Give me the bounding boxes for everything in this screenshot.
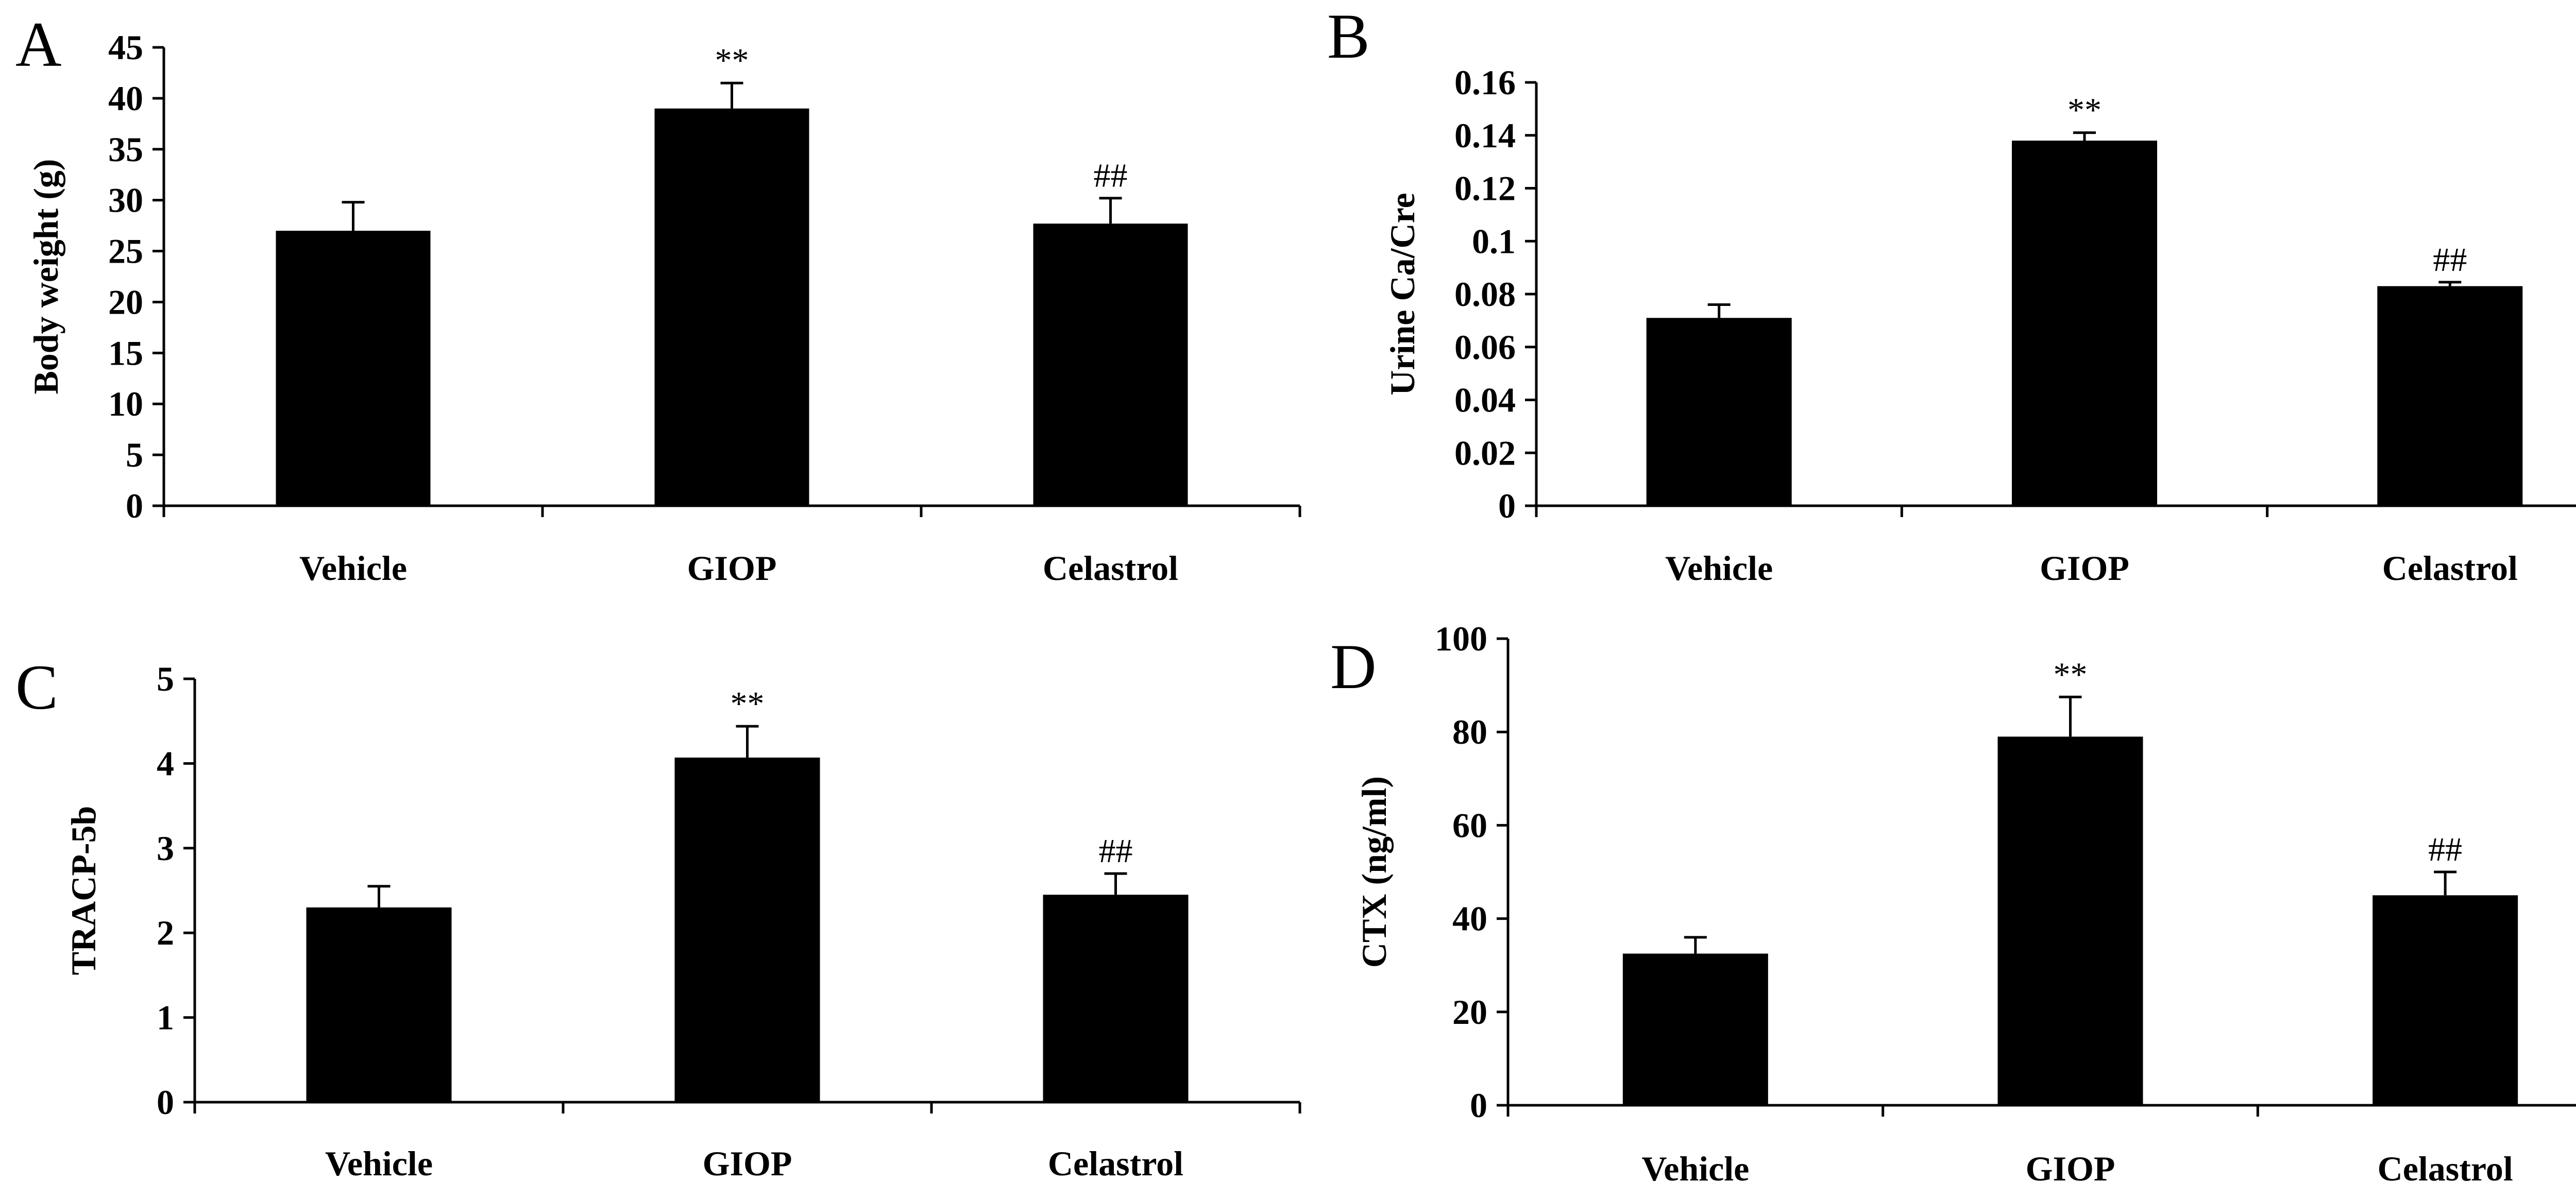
- panel-b-y-tick-label: 0.12: [1454, 169, 1516, 208]
- panel-c-category-label: Celastrol: [1048, 1144, 1183, 1183]
- panel-b-annotation-celastrol: ##: [2433, 241, 2467, 279]
- panel-d-annotation-giop: **: [2054, 656, 2088, 693]
- panel-a-y-tick-label: 15: [108, 333, 143, 372]
- panel-c-y-tick-label: 5: [157, 659, 174, 698]
- panel-a-annotation-giop: **: [715, 42, 749, 79]
- panel-c-bar-vehicle: [306, 907, 452, 1102]
- panel-d-annotation-celastrol: ##: [2428, 831, 2462, 868]
- panel-b-y-tick-label: 0.1: [1472, 221, 1516, 261]
- panel-c-y-tick-label: 0: [157, 1083, 174, 1122]
- panel-a-y-tick-label: 10: [108, 384, 143, 423]
- panel-c-category-label: Vehicle: [325, 1144, 433, 1183]
- panel-d-y-tick-label: 20: [1452, 992, 1487, 1032]
- panel-d-bar-giop: [1997, 736, 2143, 1105]
- panel-a-y-tick-label: 30: [108, 181, 143, 220]
- panel-b-letter: B: [1327, 1, 1370, 72]
- panel-d-letter: D: [1330, 631, 1377, 702]
- panel-b-y-tick-label: 0.06: [1454, 328, 1516, 367]
- panel-b: B Vehicle ** GIOP ## Celastrol 0 0.02 0.04 0.06 0.…: [1327, 1, 2576, 588]
- panel-b-category-label: Celastrol: [2382, 549, 2518, 588]
- panel-c-y-tick-label: 2: [157, 913, 174, 952]
- panel-a-annotation-celastrol: ##: [1094, 157, 1128, 195]
- panel-a-y-axis-title: Body weight (g): [26, 159, 65, 394]
- panel-c-y-tick-label: 1: [157, 998, 174, 1037]
- panel-a-bar-celastrol: [1033, 224, 1188, 506]
- panel-d-category-label: Celastrol: [2378, 1149, 2513, 1188]
- panel-a-category-label: Celastrol: [1043, 549, 1178, 588]
- panel-b-y-tick-label: 0.14: [1454, 116, 1516, 155]
- panel-c: C Vehicle ** GIOP ## Celastrol 0 1 2 3 4 5 TRACP-5b: [15, 652, 1301, 1183]
- panel-b-y-tick-label: 0.16: [1454, 63, 1516, 102]
- panel-a-y-tick-label: 40: [108, 79, 143, 118]
- panel-c-bar-giop: [674, 757, 820, 1102]
- panel-c-letter: C: [15, 652, 58, 723]
- panel-d-y-axis-title: CTX (ng/ml): [1354, 776, 1394, 968]
- panel-b-bar-giop: [2012, 141, 2157, 506]
- panel-c-category-label: GIOP: [703, 1144, 792, 1183]
- panel-b-y-tick-label: 0.02: [1454, 433, 1516, 472]
- panel-d-y-tick-label: 0: [1470, 1086, 1487, 1125]
- panel-b-category-label: GIOP: [2040, 549, 2129, 588]
- panel-a-y-tick-label: 5: [126, 435, 143, 474]
- panel-a-y-tick-label: 45: [108, 28, 143, 67]
- panel-c-y-tick-label: 3: [157, 829, 174, 868]
- panel-b-y-axis-title: Urine Ca/Cre: [1383, 193, 1422, 395]
- panel-c-y-tick-label: 4: [157, 744, 174, 783]
- panel-d-y-tick-label: 60: [1452, 806, 1487, 845]
- panel-b-y-tick-label: 0.08: [1454, 275, 1516, 314]
- panel-a-bar-giop: [654, 108, 809, 506]
- panel-a-y-tick-label: 25: [108, 232, 143, 271]
- panel-a-category-label: GIOP: [687, 549, 777, 588]
- panel-b-bar-celastrol: [2377, 286, 2523, 506]
- panel-d-bar-vehicle: [1622, 953, 1768, 1105]
- panel-a-y-tick-label: 35: [108, 130, 143, 169]
- panel-a-y-tick-label: 20: [108, 282, 143, 321]
- panel-c-y-axis-title: TRACP-5b: [64, 806, 103, 975]
- panel-c-annotation-celastrol: ##: [1099, 832, 1133, 870]
- panel-a-y-tick-label: 0: [126, 486, 143, 525]
- panel-a-letter: A: [15, 9, 62, 80]
- panel-b-category-label: Vehicle: [1665, 549, 1773, 588]
- panel-d-bar-celastrol: [2372, 895, 2518, 1105]
- panel-b-annotation-giop: **: [2067, 92, 2102, 129]
- panel-b-bar-vehicle: [1646, 318, 1792, 506]
- panel-d-category-label: Vehicle: [1641, 1149, 1749, 1188]
- panel-a-bar-vehicle: [276, 231, 431, 506]
- panel-c-bar-celastrol: [1043, 895, 1189, 1102]
- panel-d-y-tick-label: 40: [1452, 899, 1487, 938]
- panel-a: A Vehicle ** GIOP ## Celastrol 0 5 10 15 20 25 30 35 4…: [15, 9, 1301, 588]
- panel-d-category-label: GIOP: [2026, 1149, 2115, 1188]
- panel-a-category-label: Vehicle: [299, 549, 407, 588]
- panel-c-annotation-giop: **: [731, 685, 765, 723]
- panel-d: D Vehicle ** GIOP ## Celastrol 0 20 40 60 80 100 CTX…: [1330, 619, 2576, 1188]
- panel-b-y-tick-label: 0: [1498, 486, 1516, 525]
- panel-d-y-tick-label: 100: [1435, 619, 1487, 658]
- panel-d-y-tick-label: 80: [1452, 712, 1487, 751]
- panel-b-y-tick-label: 0.04: [1454, 381, 1516, 420]
